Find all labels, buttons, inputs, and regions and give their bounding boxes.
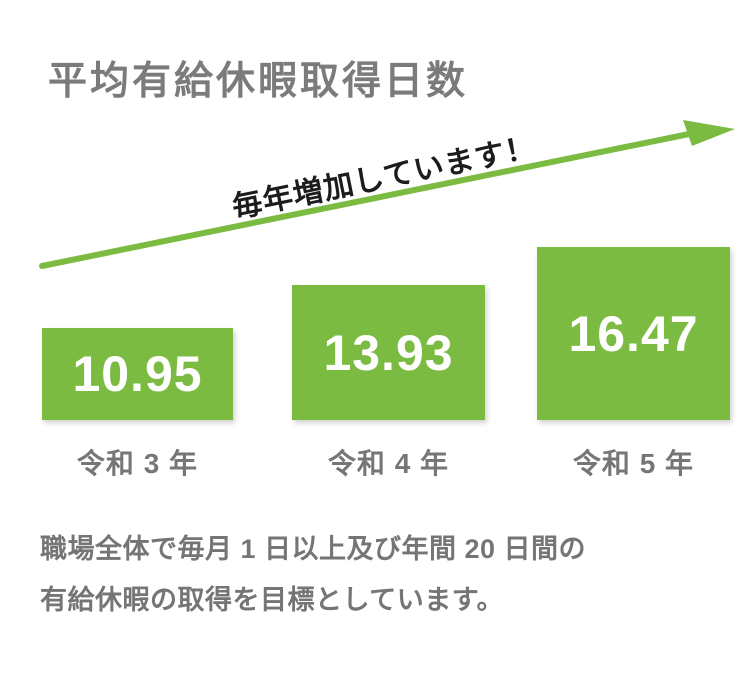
- bar-reiwa3: 10.95: [42, 328, 233, 420]
- bar-value-reiwa5: 16.47: [568, 305, 699, 362]
- footnote: 職場全体で毎月 1 日以上及び年間 20 日間の 有給休暇の取得を目標としていま…: [40, 524, 586, 626]
- arrow-annotation: 毎年増加しています！: [229, 130, 539, 225]
- bar-value-reiwa3: 10.95: [72, 346, 203, 402]
- bar-reiwa5: 16.47: [537, 247, 730, 420]
- page-title: 平均有給休暇取得日数: [48, 60, 469, 104]
- footnote-line-2: 有給休暇の取得を目標としています。: [40, 585, 504, 615]
- category-label-reiwa5: 令和 5 年: [572, 448, 695, 479]
- bar-value-reiwa4: 13.93: [323, 324, 454, 381]
- category-label-reiwa4: 令和 4 年: [327, 448, 450, 479]
- footnote-line-1: 職場全体で毎月 1 日以上及び年間 20 日間の: [40, 534, 587, 564]
- category-label-reiwa3: 令和 3 年: [76, 448, 199, 479]
- bar-reiwa4: 13.93: [292, 285, 485, 420]
